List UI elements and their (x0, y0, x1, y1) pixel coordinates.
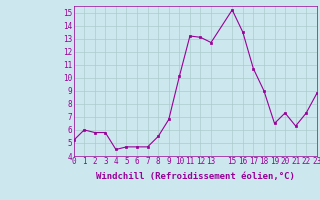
X-axis label: Windchill (Refroidissement éolien,°C): Windchill (Refroidissement éolien,°C) (96, 172, 295, 181)
